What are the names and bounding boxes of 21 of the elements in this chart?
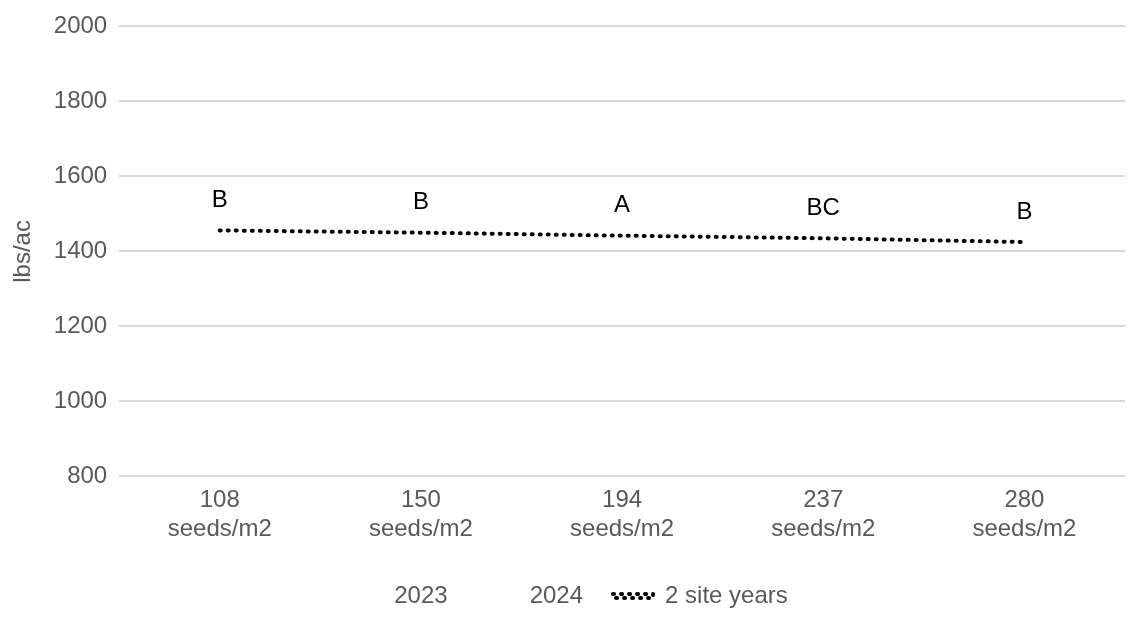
- y-tick-label: 1400: [53, 236, 108, 264]
- y-tick-label: 1000: [53, 386, 108, 414]
- annotation: B: [1016, 196, 1033, 224]
- annotation: B: [211, 185, 228, 213]
- annotation: B: [412, 187, 429, 215]
- y-tick-label: 1800: [53, 86, 108, 114]
- annotation: A: [614, 190, 631, 218]
- annotation: BC: [806, 192, 840, 220]
- x-tick-label: 237 seeds/m2: [771, 485, 876, 542]
- legend-label: 2 site years: [665, 580, 788, 608]
- y-axis-title: lbs/ac: [8, 220, 36, 283]
- y-tick-label: 2000: [53, 11, 108, 39]
- x-tick-label: 150 seeds/m2: [368, 485, 473, 542]
- text: 2023: [394, 580, 448, 608]
- y-tick-label: 800: [67, 461, 108, 489]
- y-tick-label: 1200: [53, 311, 108, 339]
- text: 2024: [529, 580, 584, 608]
- x-tick-label: 280 seeds/m2: [972, 485, 1077, 542]
- x-tick-label: 108 seeds/m2: [167, 485, 272, 542]
- y-tick-label: 1600: [53, 161, 108, 189]
- x-tick-label: 194 seeds/m2: [570, 485, 675, 542]
